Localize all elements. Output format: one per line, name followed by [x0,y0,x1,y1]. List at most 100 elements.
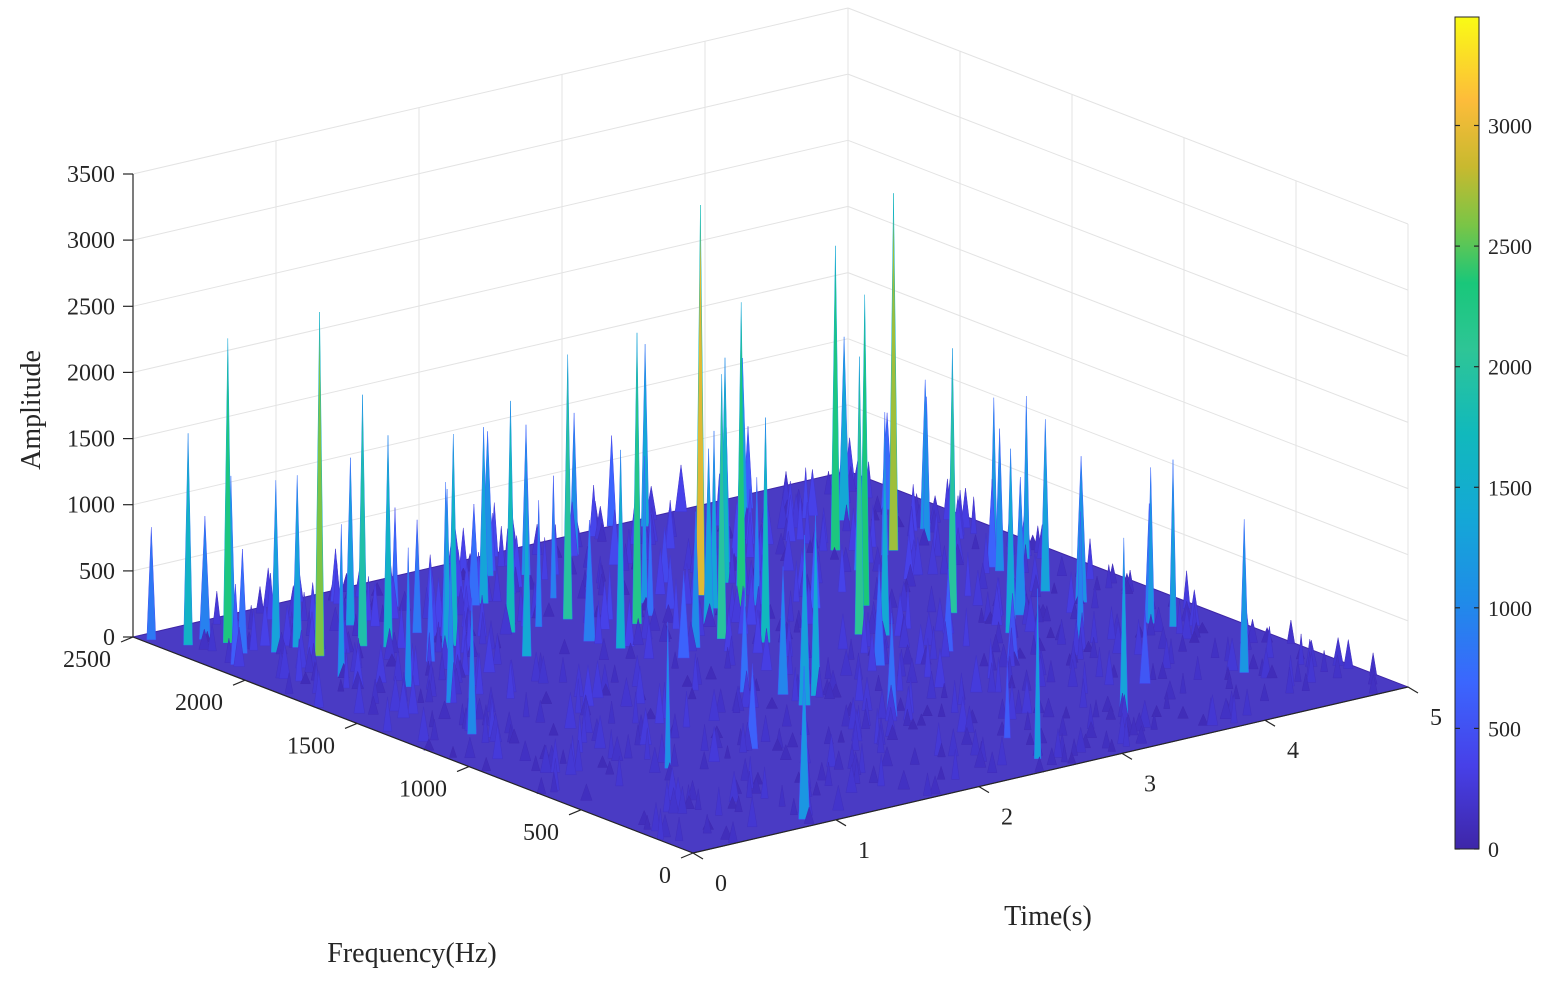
surface-spike-146 [259,599,271,647]
surface-spike-678 [623,734,633,759]
surface-spike-388 [977,562,988,589]
surface-spike-229 [782,531,795,572]
surface-spike-925 [720,825,733,840]
surface-spike-543 [687,686,697,700]
surface-spike-113 [621,543,630,571]
surface-spike-175 [352,613,360,636]
surface-spike-128 [345,457,355,626]
surface-spike-137 [467,503,480,606]
surface-spike-182 [819,514,828,552]
surface-spike-78 [872,494,883,513]
surface-spike-481 [978,607,985,623]
surface-spike-666 [531,754,541,772]
surface-spike-571 [608,700,616,724]
surface-peak-220 [888,193,899,551]
time-tick-label-1: 1 [858,838,870,864]
surface-spike-496 [705,665,717,680]
surface-spike-411 [417,688,425,703]
surface-spike-368 [404,547,412,688]
surface-spike-924 [803,806,815,824]
surface-spike-416 [475,653,484,695]
surface-spike-409 [353,678,365,714]
surface-spike-37 [255,586,265,614]
surface-spike-417 [367,695,379,715]
surface-spike-813 [1105,705,1116,720]
surface-spike-156 [249,609,259,651]
surface-spike-337 [343,648,350,689]
surface-spike-739 [786,731,799,748]
time-tick-label-0: 0 [715,871,727,897]
surface-spike-328 [837,544,847,593]
surface-spike-489 [474,698,485,720]
surface-spike-629 [1083,640,1094,652]
surface-spike-752 [837,729,845,743]
surface-peak-234 [383,435,393,648]
surface-spike-673 [781,704,792,727]
surface-spike-479 [540,690,553,704]
surface-spike-32 [497,526,506,567]
surface-spike-721 [922,704,933,716]
surface-spike-599 [1030,634,1038,655]
surface-spike-75 [777,496,789,529]
surface-spike-22 [597,522,607,542]
surface-spike-918 [832,785,845,811]
surface-spike-767 [997,698,1008,719]
surface-spike-878 [715,786,723,816]
surface-spike-124 [785,494,796,542]
surface-spike-782 [956,696,969,733]
surface-peak-92 [183,433,193,646]
surface-spike-677 [970,655,983,693]
surface-spike-557 [840,649,853,676]
surface-spike-580 [632,691,639,724]
surface-spike-338 [986,479,998,568]
surface-peak-64 [146,527,157,640]
surface-spike-556 [481,712,490,743]
surface-spike-126 [207,623,217,652]
surface-spike-900 [1070,738,1079,756]
grid-line-z-side-2 [847,338,1409,556]
surface-spike-833 [1285,667,1294,694]
surface-spike-271 [278,643,291,679]
surface-spike-649 [1089,637,1098,659]
surface-peak-255 [505,400,516,633]
surface-peak-109 [223,338,233,643]
surface-spike-201 [412,519,422,634]
surface-spike-84 [199,516,211,640]
surface-spike-779 [851,720,860,751]
axes: 0 500 1000 1500 2000 2500 3000 3500 0 500 1000 1500… [63,162,1442,897]
surface-spike-500 [1091,584,1099,609]
surface-spike-591 [1169,459,1177,627]
surface-spike-281 [665,555,676,610]
freq-tick-label-5: 2500 [63,647,111,673]
surface-spike-713 [657,733,667,763]
surface-spike-837 [1301,673,1310,691]
surface-spike-240 [396,605,406,649]
surface-spike-504 [860,611,869,654]
surface-spike-778 [1079,678,1088,708]
surface-spike-883 [877,754,885,787]
surface-spike-160 [683,538,694,570]
freq-tick-mark-1 [568,809,582,816]
surface-spike-415 [1085,538,1095,580]
surface-spike-791 [876,724,885,754]
surface-spike-888 [1206,694,1219,726]
surface-spike-830 [858,743,866,774]
surface-spike-798 [1343,639,1354,669]
surface-spike-612 [815,666,824,698]
surface-peak-392 [716,374,727,639]
freq-tick-mark-4 [232,679,246,686]
surface-spike-169 [455,586,467,616]
surface-spike-166 [775,532,787,555]
surface-spike-376 [632,618,644,646]
surface-spike-402 [964,552,972,597]
surface-spike-566 [564,692,577,729]
surface-spike-581 [449,745,458,758]
surface-spike-689 [574,739,583,772]
surface-spike-894 [1230,692,1238,724]
surface-spike-769 [779,743,792,760]
surface-spike-760 [1248,653,1259,670]
surface-spike-607 [791,666,799,702]
surface-spike-640 [594,715,607,749]
surface-spike-879 [734,795,743,813]
